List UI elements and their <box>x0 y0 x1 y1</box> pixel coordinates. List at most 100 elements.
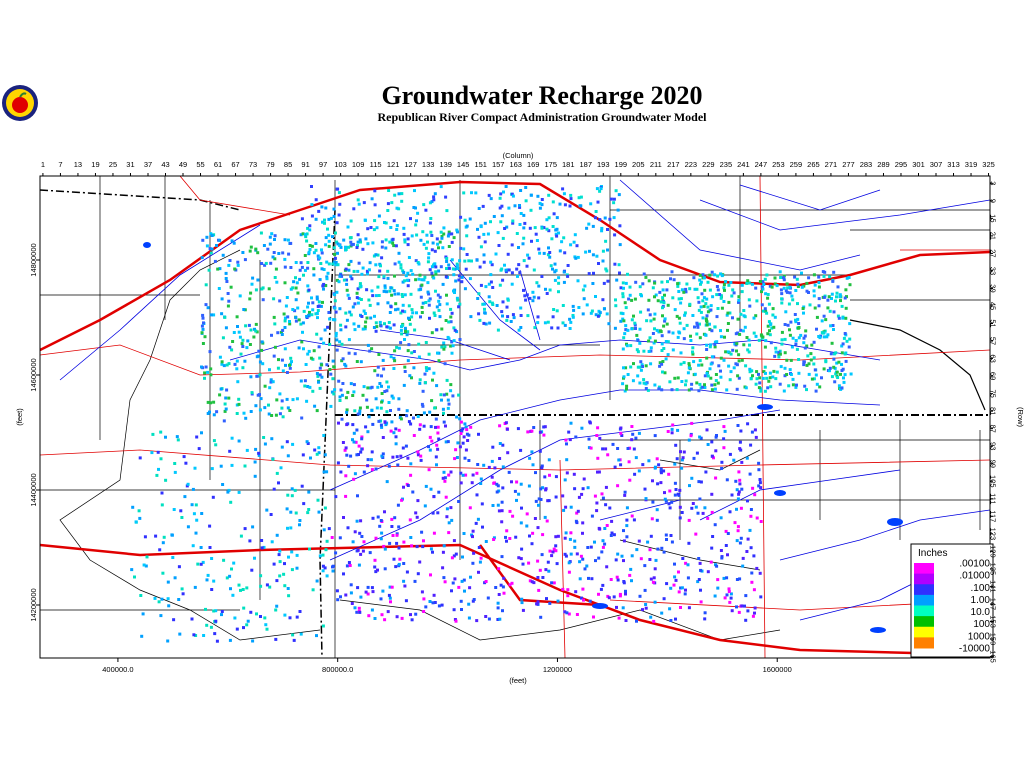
recharge-cell <box>357 444 361 448</box>
recharge-cell <box>666 303 670 307</box>
recharge-cell <box>653 600 657 604</box>
recharge-cell <box>481 525 484 529</box>
recharge-cell <box>410 308 414 312</box>
recharge-cell <box>410 351 414 355</box>
recharge-cell <box>496 606 500 610</box>
recharge-cell <box>796 302 799 306</box>
recharge-cell <box>614 304 618 308</box>
recharge-cell <box>562 508 566 512</box>
recharge-cell <box>440 603 444 607</box>
recharge-cell <box>708 367 712 371</box>
recharge-cell <box>294 286 298 290</box>
recharge-cell <box>399 417 403 421</box>
recharge-cell <box>515 480 519 484</box>
recharge-cell <box>321 624 325 628</box>
recharge-cell <box>563 323 567 327</box>
recharge-cell <box>200 512 204 515</box>
recharge-cell <box>518 223 522 226</box>
recharge-cell <box>768 329 771 333</box>
recharge-cell <box>229 285 233 289</box>
recharge-cell <box>800 285 804 289</box>
recharge-cell <box>805 289 809 293</box>
recharge-cell <box>377 353 381 356</box>
recharge-cell <box>832 328 835 331</box>
recharge-cell <box>330 390 334 394</box>
recharge-cell <box>594 313 598 317</box>
recharge-cell <box>401 309 405 313</box>
recharge-cell <box>280 358 284 362</box>
recharge-cell <box>195 518 199 522</box>
recharge-cell <box>566 264 570 267</box>
recharge-cell <box>395 228 399 231</box>
recharge-cell <box>511 221 515 225</box>
recharge-cell <box>306 284 310 288</box>
recharge-cell <box>363 325 367 329</box>
recharge-cell <box>417 277 421 281</box>
recharge-cell <box>692 276 696 280</box>
recharge-cell <box>697 300 701 304</box>
recharge-cell <box>326 271 330 275</box>
recharge-cell <box>791 298 795 302</box>
recharge-cell <box>193 466 197 470</box>
recharge-cell <box>272 251 276 254</box>
recharge-cell <box>843 332 847 335</box>
recharge-cell <box>172 618 176 622</box>
recharge-cell <box>357 297 361 300</box>
column-tick-label: 313 <box>947 160 960 169</box>
recharge-cell <box>182 455 186 459</box>
recharge-cell <box>253 474 257 478</box>
recharge-cell <box>286 526 289 530</box>
recharge-cell <box>518 204 521 207</box>
recharge-cell <box>493 466 497 470</box>
recharge-cell <box>320 267 324 271</box>
recharge-cell <box>683 592 687 596</box>
recharge-cell <box>581 487 585 491</box>
recharge-cell <box>397 525 401 529</box>
recharge-cell <box>173 470 177 474</box>
recharge-cell <box>371 241 375 245</box>
recharge-cell <box>695 451 699 455</box>
recharge-cell <box>405 333 409 337</box>
recharge-cell <box>586 486 590 490</box>
recharge-cell <box>355 360 359 363</box>
recharge-cell <box>600 226 604 230</box>
recharge-cell <box>401 295 405 298</box>
recharge-cell <box>362 309 366 313</box>
recharge-cell <box>235 403 239 407</box>
column-tick-label: 127 <box>404 160 417 169</box>
recharge-cell <box>420 530 424 534</box>
recharge-cell <box>402 232 406 236</box>
recharge-cell <box>632 447 636 451</box>
recharge-cell <box>383 322 386 326</box>
recharge-cell <box>357 563 361 567</box>
recharge-cell <box>567 430 571 434</box>
recharge-cell <box>180 516 184 519</box>
recharge-cell <box>225 280 229 283</box>
recharge-cell <box>680 458 684 462</box>
recharge-cell <box>321 553 325 557</box>
subtitle: Republican River Compact Administration … <box>377 110 707 124</box>
recharge-cell <box>698 322 701 326</box>
recharge-cell <box>316 316 319 320</box>
recharge-cell <box>390 525 394 528</box>
recharge-cell <box>437 490 441 494</box>
recharge-cell <box>288 409 292 412</box>
row-tick-label: 27 <box>988 249 997 257</box>
recharge-cell <box>782 286 786 290</box>
recharge-cell <box>479 245 483 249</box>
recharge-cell <box>464 473 468 477</box>
recharge-cell <box>679 362 683 366</box>
recharge-cell <box>740 290 744 294</box>
recharge-cell <box>550 326 554 330</box>
recharge-cell <box>294 511 298 515</box>
recharge-cell <box>170 533 174 537</box>
recharge-cell <box>385 410 389 414</box>
recharge-cell <box>565 442 568 446</box>
recharge-cell <box>745 336 749 339</box>
recharge-cell <box>787 384 791 388</box>
recharge-cell <box>381 452 385 456</box>
recharge-cell <box>723 596 727 600</box>
recharge-cell <box>419 454 423 458</box>
recharge-cell <box>321 284 325 288</box>
recharge-cell <box>844 316 848 320</box>
